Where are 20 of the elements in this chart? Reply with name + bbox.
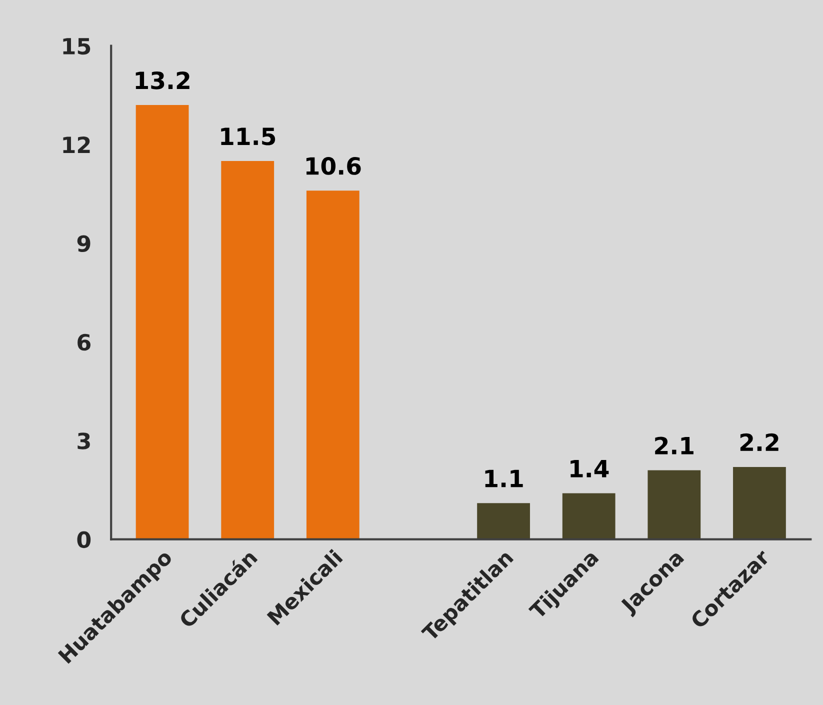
data-label: 2.2 [740, 433, 778, 451]
bar [477, 503, 530, 540]
y-tick-label: 0 [77, 531, 91, 548]
bar [648, 470, 701, 540]
bar [562, 493, 616, 540]
y-tick-label: 3 [78, 432, 90, 450]
y-tick-label: 15 [63, 38, 90, 55]
data-label: 1.1 [485, 470, 523, 488]
data-label: 11.5 [221, 128, 276, 146]
data-label: 2.1 [655, 436, 694, 454]
y-tick-label: 12 [63, 136, 90, 153]
bar [733, 466, 786, 540]
bar [306, 190, 360, 540]
data-label: 1.4 [570, 460, 609, 478]
y-tick-label: 9 [77, 235, 90, 252]
bar [221, 160, 274, 540]
y-tick-label: 6 [78, 334, 90, 351]
bar [136, 105, 189, 540]
data-label: 10.6 [306, 157, 361, 175]
data-label: 13.2 [136, 72, 190, 90]
